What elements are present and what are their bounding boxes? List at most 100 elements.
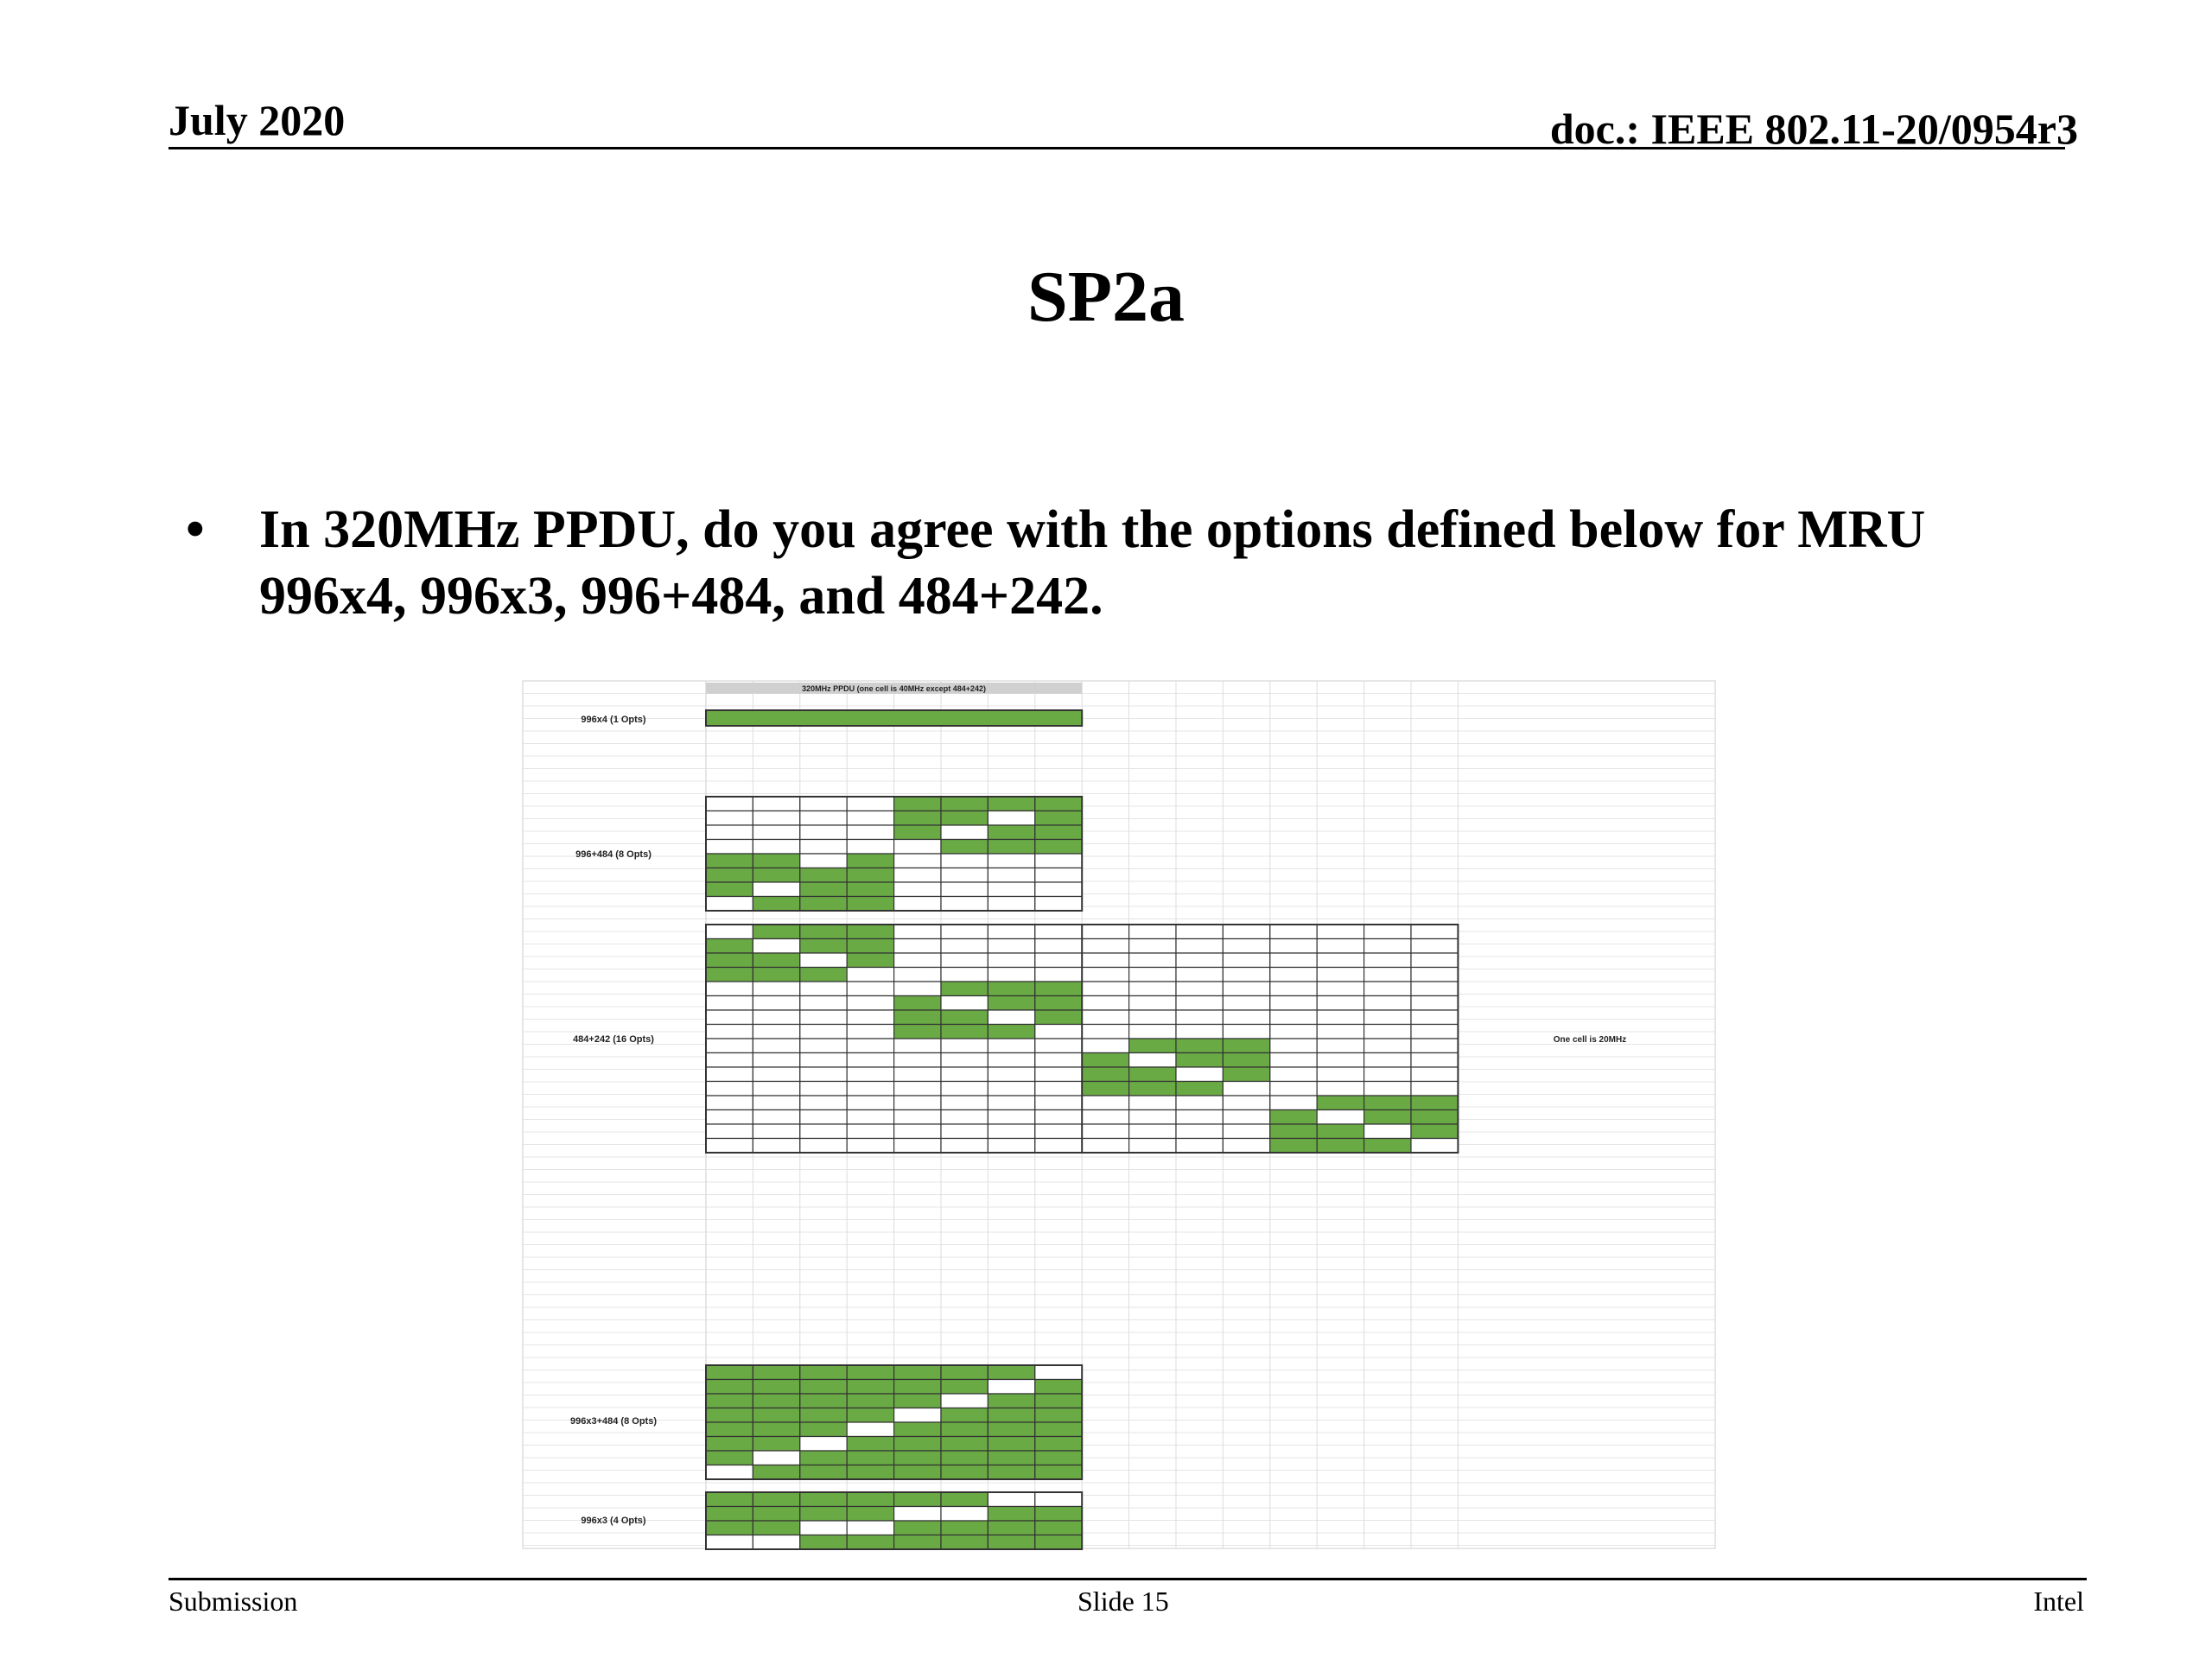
mru-484-242-cell — [1410, 938, 1459, 954]
mru-484-242-cell — [752, 1038, 801, 1054]
mru-996x3-484-cell — [846, 1364, 895, 1381]
mru-484-242-cell — [1410, 1052, 1459, 1068]
mru-996x3-484-cell — [799, 1393, 848, 1409]
mru-484-242-cell — [893, 1009, 918, 1026]
mru-484-242-cell — [705, 1052, 754, 1068]
mru-996x3-484-cell — [1034, 1464, 1083, 1480]
mru-484-242-cell — [1128, 952, 1177, 969]
mru-484-242-cell — [1034, 1023, 1083, 1039]
mru-996x3-cell — [940, 1534, 989, 1550]
figure-header-bar — [706, 683, 1083, 694]
mru-484-242-cell — [917, 1109, 942, 1125]
mru-484-242-cell — [1222, 1123, 1271, 1140]
mru-484-242-cell — [893, 1137, 918, 1154]
mru-484-242-cell — [846, 938, 895, 954]
mru-484-242-cell — [799, 924, 824, 940]
mru-484-242-cell — [775, 952, 801, 969]
mru-484-242-cell — [823, 1095, 848, 1111]
mru-996-484-cell — [987, 824, 1036, 841]
mru-996-484-cell — [705, 853, 754, 869]
mru-484-242-cell — [1316, 995, 1365, 1011]
mru-484-242-cell — [987, 981, 1013, 997]
mru-484-242-cell — [728, 1109, 754, 1125]
mru-484-242-cell — [893, 952, 942, 969]
mru-484-242-cell — [987, 981, 1036, 997]
mru-484-242-cell — [893, 1080, 942, 1096]
mru-484-242-cell — [1175, 1023, 1224, 1039]
mru-484-242-cell — [799, 1095, 848, 1111]
mru-996x3-484-cell — [893, 1378, 942, 1395]
mru-484-242-cell — [987, 1066, 1036, 1083]
mru-484-242-cell — [1410, 1109, 1459, 1125]
mru-484-242-cell — [1363, 1009, 1412, 1026]
mru-996x3-484-cell — [846, 1421, 895, 1438]
mru-484-242-cell — [846, 1137, 895, 1154]
mru-484-242-cell — [752, 924, 778, 940]
mru-996-484-cell — [1034, 867, 1083, 883]
mru-996-484-cell — [940, 867, 989, 883]
mru-484-242-cell — [893, 1137, 942, 1154]
mru-484-242-cell — [705, 1009, 730, 1026]
mru-996-484-cell — [846, 824, 895, 841]
mru-484-242-cell — [799, 1066, 848, 1083]
mru-996-484-cell — [1034, 881, 1083, 898]
mru-484-242-cell — [1175, 1052, 1224, 1068]
figure-grid — [522, 680, 1716, 1549]
mru-996-484-cell — [752, 895, 801, 912]
mru-996-484-cell — [940, 810, 989, 826]
mru-484-242-cell — [869, 1066, 895, 1083]
mru-484-242-cell — [799, 1023, 848, 1039]
mru-484-242-cell — [728, 995, 754, 1011]
mru-484-242-cell — [893, 1052, 918, 1068]
mru-484-242-cell — [752, 981, 801, 997]
mru-484-242-cell — [1363, 1137, 1412, 1154]
mru-484-242-cell — [917, 952, 942, 969]
mru-996x3-484-cell — [893, 1407, 942, 1423]
mru-484-242-cell — [752, 1095, 778, 1111]
mru-484-242-cell — [846, 924, 872, 940]
mru-484-242-cell — [705, 1095, 730, 1111]
mru-484-242-cell — [799, 1009, 848, 1026]
mru-484-242-cell — [799, 1080, 824, 1096]
mru-484-242-cell — [1081, 1109, 1130, 1125]
mru-484-242-cell — [1316, 1095, 1365, 1111]
mru-484-242-cell — [775, 1066, 801, 1083]
mru-484-242-cell — [1222, 1066, 1271, 1083]
mru-484-242-cell — [940, 1080, 989, 1096]
mru-484-242-cell — [705, 938, 730, 954]
mru-484-242-cell — [987, 1038, 1013, 1054]
mru-996x3-cell — [752, 1505, 801, 1522]
mru-484-242-cell — [917, 1066, 942, 1083]
mru-484-242-cell — [1010, 938, 1036, 954]
mru-484-242-cell — [752, 938, 778, 954]
mru-484-242-cell — [1410, 1123, 1459, 1140]
mru-484-242-cell — [1034, 1109, 1083, 1125]
mru-484-242-cell — [705, 1080, 730, 1096]
mru-996x3-cell — [1034, 1491, 1083, 1508]
mru-484-242-cell — [1222, 995, 1271, 1011]
mru-484-242-cell — [893, 1066, 942, 1083]
mru-484-242-cell — [917, 924, 942, 940]
mru-484-242-cell — [705, 1066, 730, 1083]
mru-484-242-cell — [1410, 924, 1459, 940]
mru-484-242-cell — [1175, 981, 1224, 997]
mru-484-242-cell — [869, 1137, 895, 1154]
mru-484-242-cell — [917, 1080, 942, 1096]
mru-484-242-cell — [846, 1038, 895, 1054]
mru-484-242-cell — [917, 1095, 942, 1111]
mru-484-242-cell — [705, 1023, 730, 1039]
mru-484-242-cell — [799, 938, 824, 954]
mru-484-242-cell — [846, 1038, 872, 1054]
mru-484-242-cell — [752, 1009, 801, 1026]
mru-996x3-border — [705, 1491, 1084, 1550]
mru-484-242-cell — [1269, 952, 1318, 969]
mru-484-242-cell — [1410, 995, 1459, 1011]
mru-484-242-cell — [752, 1080, 801, 1096]
mru-484-242-cell — [1410, 952, 1459, 969]
mru-996-484-cell — [1034, 838, 1083, 855]
mru-996x3-cell — [1034, 1505, 1083, 1522]
mru-996x3-cell — [705, 1491, 754, 1508]
mru-484-242-cell — [752, 1038, 778, 1054]
mru-484-242-cell — [893, 1009, 942, 1026]
mru-484-242-cell — [869, 1109, 895, 1125]
